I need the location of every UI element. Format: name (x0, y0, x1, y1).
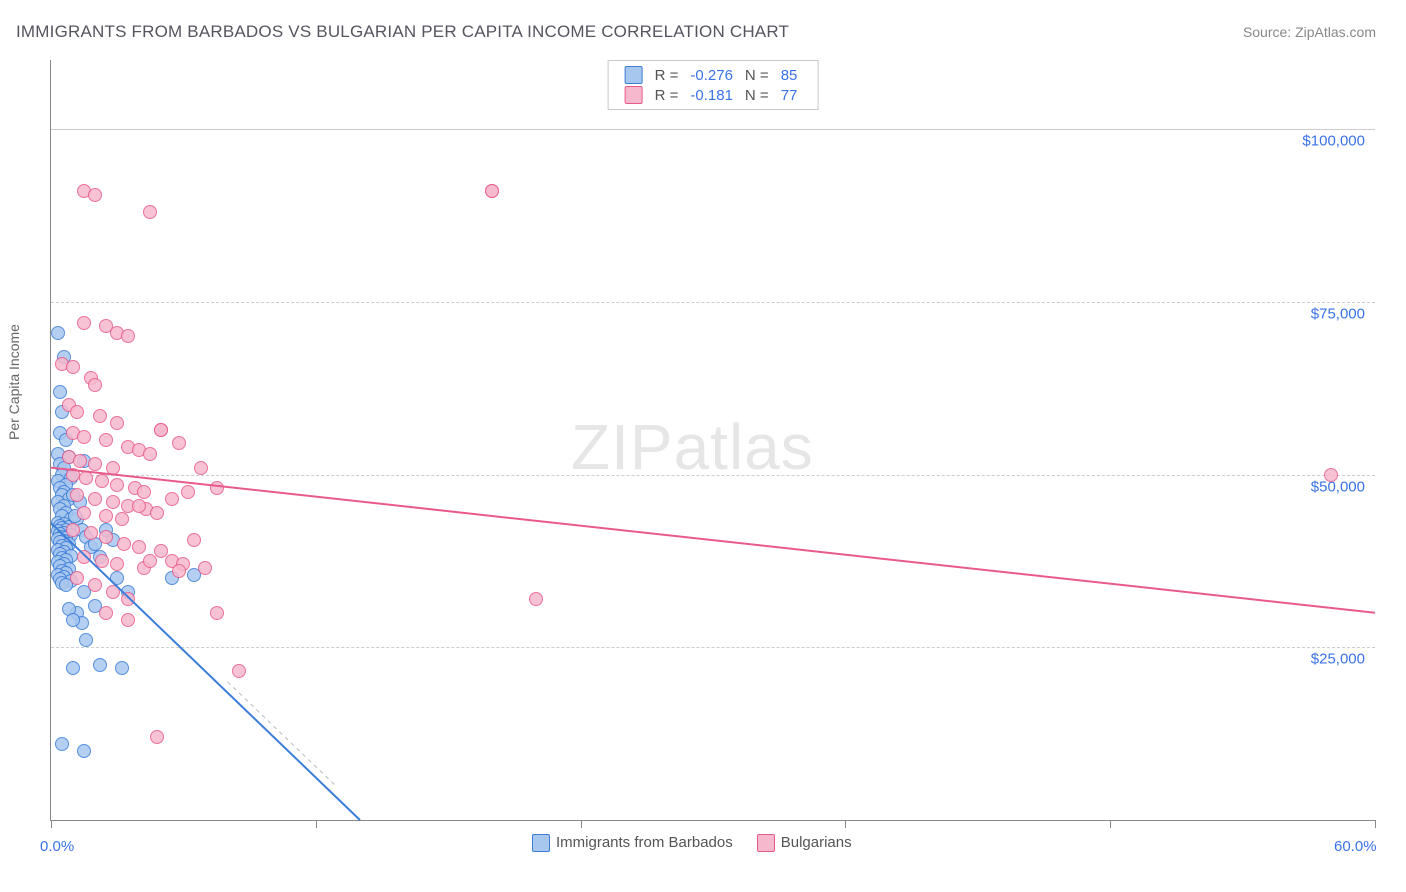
scatter-point-bulgarians (143, 554, 157, 568)
scatter-point-barbados (66, 613, 80, 627)
scatter-point-barbados (66, 661, 80, 675)
scatter-point-bulgarians (137, 485, 151, 499)
scatter-point-bulgarians (99, 433, 113, 447)
x-tick (1375, 820, 1376, 828)
scatter-point-bulgarians (66, 360, 80, 374)
scatter-point-bulgarians (172, 436, 186, 450)
scatter-point-bulgarians (194, 461, 208, 475)
scatter-point-bulgarians (66, 468, 80, 482)
scatter-point-barbados (53, 385, 67, 399)
scatter-point-bulgarians (110, 416, 124, 430)
scatter-point-bulgarians (99, 530, 113, 544)
scatter-point-bulgarians (70, 405, 84, 419)
scatter-point-bulgarians (88, 578, 102, 592)
scatter-point-bulgarians (73, 454, 87, 468)
scatter-point-bulgarians (77, 430, 91, 444)
scatter-point-barbados (55, 737, 69, 751)
legend-series-item-barbados: Immigrants from Barbados (532, 834, 733, 852)
legend-stats-row-barbados: R =-0.276N =85 (619, 65, 804, 85)
scatter-point-bulgarians (121, 592, 135, 606)
gridline (51, 647, 1375, 648)
gridline (51, 302, 1375, 303)
x-tick (51, 820, 52, 828)
scatter-point-bulgarians (198, 561, 212, 575)
scatter-point-barbados (51, 326, 65, 340)
watermark: ZIPatlas (571, 410, 814, 484)
scatter-point-bulgarians (79, 471, 93, 485)
x-tick (581, 820, 582, 828)
x-tick (316, 820, 317, 828)
scatter-point-bulgarians (181, 485, 195, 499)
scatter-point-bulgarians (93, 409, 107, 423)
scatter-point-bulgarians (121, 329, 135, 343)
legend-stats: R =-0.276N =85R =-0.181N =77 (608, 60, 819, 110)
scatter-point-bulgarians (132, 540, 146, 554)
scatter-point-bulgarians (232, 664, 246, 678)
scatter-point-barbados (79, 633, 93, 647)
scatter-point-bulgarians (88, 457, 102, 471)
scatter-point-barbados (77, 744, 91, 758)
scatter-point-bulgarians (70, 571, 84, 585)
scatter-plot: ZIPatlas $25,000 $50,000 $75,000 $100,000 R … (50, 60, 1375, 821)
x-tick (1110, 820, 1111, 828)
scatter-point-bulgarians (121, 613, 135, 627)
scatter-point-bulgarians (117, 537, 131, 551)
scatter-point-barbados (93, 658, 107, 672)
scatter-point-bulgarians (88, 378, 102, 392)
x-axis-label-max: 60.0% (1334, 838, 1377, 855)
scatter-point-bulgarians (106, 461, 120, 475)
scatter-point-bulgarians (106, 495, 120, 509)
scatter-point-bulgarians (529, 592, 543, 606)
scatter-point-barbados (115, 661, 129, 675)
scatter-point-bulgarians (187, 533, 201, 547)
gridline (51, 129, 1375, 130)
scatter-point-bulgarians (165, 492, 179, 506)
scatter-point-barbados (110, 571, 124, 585)
scatter-point-bulgarians (143, 447, 157, 461)
legend-stats-row-bulgarians: R =-0.181N =77 (619, 85, 804, 105)
scatter-point-bulgarians (154, 423, 168, 437)
scatter-point-bulgarians (485, 184, 499, 198)
scatter-point-bulgarians (66, 523, 80, 537)
scatter-point-bulgarians (150, 730, 164, 744)
y-tick-label: $25,000 (1311, 651, 1365, 668)
trend-line-extension (228, 682, 336, 786)
chart-title: IMMIGRANTS FROM BARBADOS VS BULGARIAN PE… (16, 22, 789, 42)
scatter-point-bulgarians (77, 316, 91, 330)
scatter-point-bulgarians (70, 488, 84, 502)
scatter-point-bulgarians (84, 526, 98, 540)
scatter-point-bulgarians (132, 499, 146, 513)
scatter-point-bulgarians (143, 205, 157, 219)
legend-series: Immigrants from Barbados Bulgarians (532, 834, 852, 852)
trend-lines (51, 60, 1375, 880)
scatter-point-bulgarians (99, 606, 113, 620)
scatter-point-bulgarians (77, 506, 91, 520)
scatter-point-bulgarians (99, 509, 113, 523)
scatter-point-bulgarians (110, 478, 124, 492)
scatter-point-bulgarians (95, 554, 109, 568)
scatter-point-bulgarians (210, 481, 224, 495)
x-tick (845, 820, 846, 828)
y-axis-label: Per Capita Income (6, 324, 22, 440)
x-axis-label-min: 0.0% (40, 838, 74, 855)
trend-line-bulgarians (51, 468, 1375, 613)
scatter-point-bulgarians (110, 557, 124, 571)
scatter-point-bulgarians (88, 492, 102, 506)
y-tick-label: $75,000 (1311, 305, 1365, 322)
scatter-point-bulgarians (150, 506, 164, 520)
scatter-point-bulgarians (1324, 468, 1338, 482)
gridline (51, 475, 1375, 476)
y-tick-label: $50,000 (1311, 478, 1365, 495)
scatter-point-bulgarians (115, 512, 129, 526)
scatter-point-bulgarians (95, 474, 109, 488)
legend-series-item-bulgarians: Bulgarians (757, 834, 852, 852)
scatter-point-bulgarians (210, 606, 224, 620)
y-tick-label: $100,000 (1302, 133, 1365, 150)
scatter-point-bulgarians (172, 564, 186, 578)
source-label: Source: ZipAtlas.com (1243, 24, 1376, 40)
scatter-point-bulgarians (88, 188, 102, 202)
scatter-point-bulgarians (77, 550, 91, 564)
scatter-point-bulgarians (106, 585, 120, 599)
